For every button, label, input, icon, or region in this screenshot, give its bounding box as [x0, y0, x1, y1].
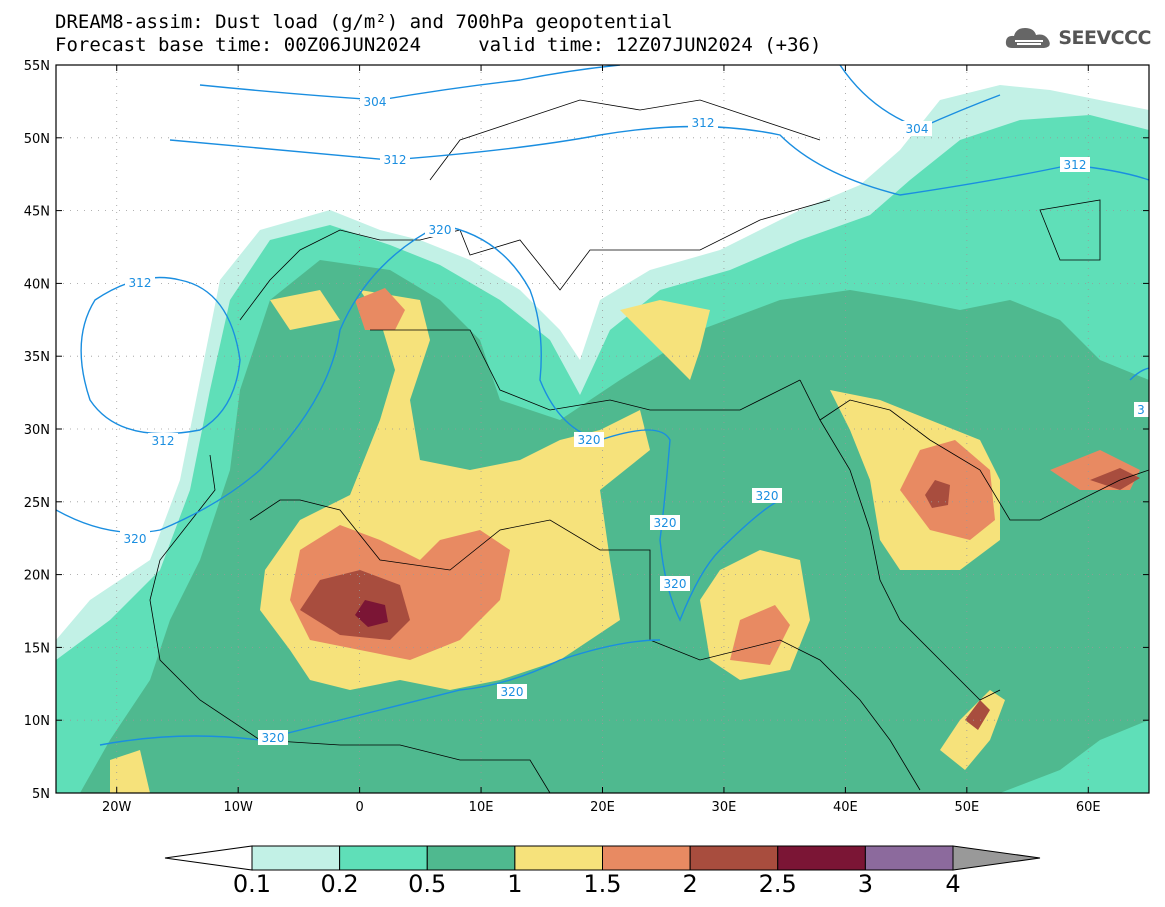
contour-label-312: 312 [380, 152, 410, 167]
svg-text:320: 320 [756, 489, 779, 503]
contour-label-320: 320 [660, 576, 690, 591]
contour-label-304: 304 [902, 121, 932, 136]
colorbar-min-arrow [164, 845, 253, 871]
colorbar-label: 2 [682, 870, 697, 898]
contour-labels: 304 304 312 312 312 312 312 320 320 320 … [120, 94, 1149, 745]
colorbar-label: 0.2 [321, 870, 359, 898]
seevccc-logo: SEEVCCC [1004, 24, 1151, 52]
dust-band-2 [965, 700, 990, 730]
contour-label-304: 304 [360, 94, 390, 109]
svg-text:320: 320 [501, 685, 524, 699]
lat-label: 50N [24, 132, 50, 147]
colorbar-max-arrow [952, 845, 1041, 871]
longitude-labels: 20W 10W 0 10E 20E 30E 40E 50E 60E [102, 800, 1101, 815]
lon-label: 50E [954, 800, 979, 815]
colorbar-label: 0.1 [233, 870, 271, 898]
colorbar-swatch [777, 845, 866, 871]
lat-label: 10N [24, 714, 50, 729]
colorbar-swatch [689, 845, 779, 871]
lat-label: 25N [24, 496, 50, 511]
lat-label: 55N [24, 59, 50, 74]
contour-label-3: 3 [1134, 402, 1149, 417]
contour-label-320: 320 [497, 684, 527, 699]
dust-band-2 [925, 480, 950, 508]
colorbar-label: 1 [507, 870, 522, 898]
contour-label-320: 320 [650, 515, 680, 530]
svg-text:320: 320 [262, 731, 285, 745]
contour-label-312: 312 [1060, 157, 1090, 172]
colorbar-label: 1.5 [583, 870, 621, 898]
contour-label-320: 320 [574, 432, 604, 447]
colorbar-label: 2.5 [759, 870, 797, 898]
dust-load-field: 304 304 312 312 312 312 312 320 320 320 … [56, 65, 1149, 793]
lon-label: 30E [712, 800, 737, 815]
svg-text:3: 3 [1137, 403, 1145, 417]
svg-text:312: 312 [692, 116, 715, 130]
lat-label: 15N [24, 641, 50, 656]
logo-text: SEEVCCC [1058, 27, 1151, 49]
lon-label: 10W [223, 800, 253, 815]
dust-band-1 [110, 750, 150, 793]
axis-ticks [56, 64, 1149, 794]
map-title: DREAM8-assim: Dust load (g/m²) and 700hP… [55, 11, 673, 33]
svg-text:320: 320 [654, 516, 677, 530]
lon-label: 40E [833, 800, 858, 815]
colorbar-swatch [339, 845, 428, 871]
lon-label: 10E [469, 800, 494, 815]
lat-label: 35N [24, 350, 50, 365]
svg-text:312: 312 [1064, 158, 1087, 172]
map-subtitle: Forecast base time: 00Z06JUN2024 valid t… [55, 34, 822, 56]
svg-text:304: 304 [364, 95, 387, 109]
dust-band-1 [620, 300, 710, 380]
lat-label: 30N [24, 423, 50, 438]
lat-label: 20N [24, 569, 50, 584]
contour-label-320: 320 [120, 531, 150, 546]
svg-text:312: 312 [152, 434, 175, 448]
colorbar-label: 0.5 [408, 870, 446, 898]
latitude-labels: 55N 50N 45N 40N 35N 30N 25N 20N 15N 10N 5N [24, 59, 50, 802]
graticule [56, 65, 1149, 793]
dust-band-2.5 [355, 600, 388, 627]
svg-text:320: 320 [664, 577, 687, 591]
svg-text:320: 320 [578, 433, 601, 447]
contour-label-312: 312 [688, 115, 718, 130]
lon-label: 20E [590, 800, 615, 815]
lon-label: 0 [355, 800, 363, 815]
svg-text:320: 320 [429, 223, 452, 237]
dust-band-2 [1090, 468, 1140, 490]
contour-label-320: 320 [258, 730, 288, 745]
svg-text:312: 312 [384, 153, 407, 167]
svg-text:304: 304 [906, 122, 929, 136]
dust-band-1 [270, 290, 340, 330]
colorbar-swatch [426, 845, 516, 871]
contour-label-312: 312 [125, 275, 155, 290]
contour-label-312: 312 [148, 433, 178, 448]
dust-band-1.5 [730, 605, 790, 665]
colorbar-label: 3 [858, 870, 873, 898]
colorbar: 0.1 0.2 0.5 1 1.5 2 2.5 3 4 [164, 845, 1041, 898]
contour-label-320: 320 [752, 488, 782, 503]
colorbar-swatch [251, 845, 341, 871]
lon-label: 60E [1076, 800, 1101, 815]
colorbar-swatch [602, 845, 691, 871]
contour-label-320: 320 [425, 222, 455, 237]
lat-label: 45N [24, 205, 50, 220]
colorbar-swatch [864, 845, 954, 871]
dust-band-1.5 [355, 288, 405, 330]
svg-text:312: 312 [129, 276, 152, 290]
lon-label: 20W [102, 800, 132, 815]
cloud-icon [1006, 28, 1051, 48]
colorbar-swatch [514, 845, 603, 871]
lat-label: 40N [24, 277, 50, 292]
coastlines [149, 99, 1149, 793]
lat-label: 5N [32, 787, 50, 802]
colorbar-label: 4 [945, 870, 960, 898]
svg-text:320: 320 [124, 532, 147, 546]
